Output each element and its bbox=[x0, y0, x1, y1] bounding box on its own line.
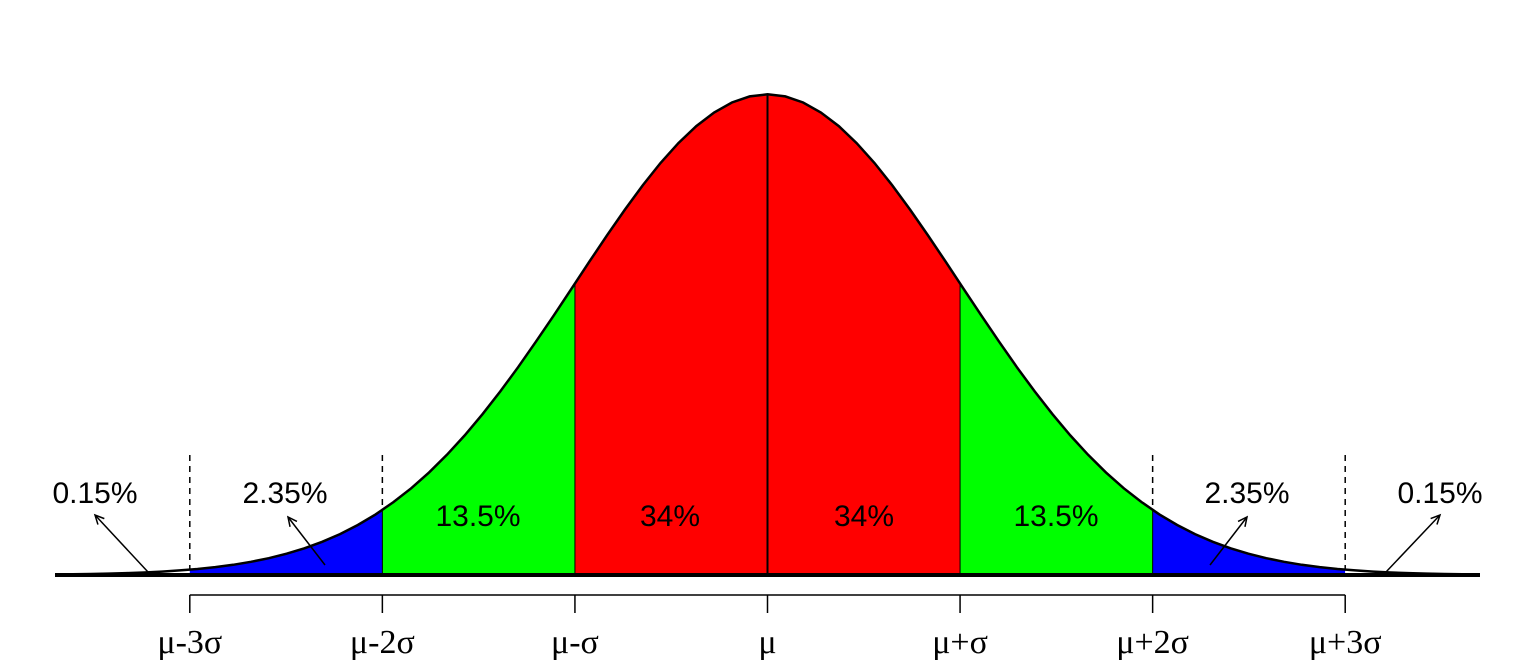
arrow-head bbox=[1237, 515, 1249, 527]
density-curve bbox=[54, 93, 1481, 576]
arrow-head bbox=[286, 515, 298, 527]
x-tick-label: μ+3σ bbox=[1309, 624, 1382, 661]
region-label: 34% bbox=[834, 500, 894, 533]
region-label: 13.5% bbox=[1013, 500, 1098, 533]
region bbox=[1152, 509, 1346, 575]
x-tick-label: μ bbox=[758, 624, 776, 661]
region-label: 34% bbox=[640, 500, 700, 533]
region-label: 0.15% bbox=[1397, 477, 1482, 510]
x-tick-label: μ+σ bbox=[932, 624, 988, 661]
arrow-head bbox=[93, 513, 105, 525]
arrow-head bbox=[1430, 513, 1442, 525]
x-tick-label: μ-σ bbox=[551, 624, 599, 661]
x-tick-label: μ-3σ bbox=[157, 624, 222, 661]
region-label: 0.15% bbox=[52, 477, 137, 510]
region-label: 2.35% bbox=[242, 477, 327, 510]
arrow bbox=[1385, 514, 1441, 573]
x-tick-label: μ+2σ bbox=[1116, 624, 1189, 661]
region bbox=[189, 509, 383, 575]
region-label: 2.35% bbox=[1204, 477, 1289, 510]
arrow bbox=[287, 516, 326, 566]
x-tick-label: μ-2σ bbox=[350, 624, 415, 661]
region-label: 13.5% bbox=[435, 500, 520, 533]
arrow bbox=[94, 514, 149, 573]
arrow bbox=[1209, 516, 1248, 566]
